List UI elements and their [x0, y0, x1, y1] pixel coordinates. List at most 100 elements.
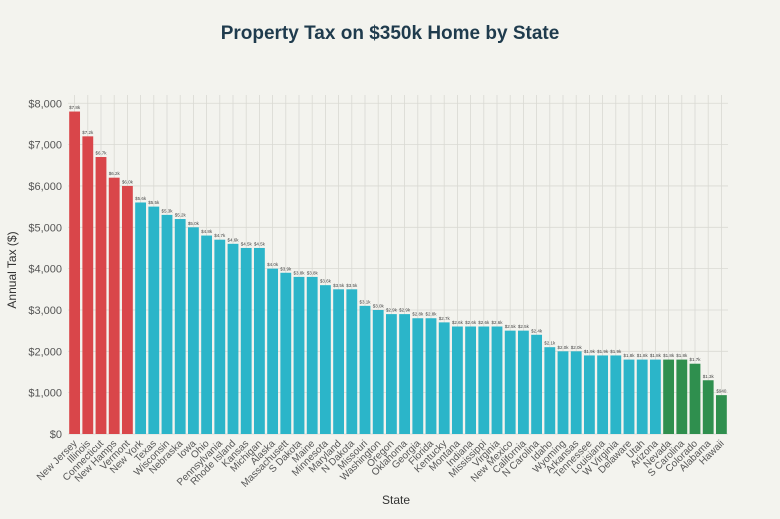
- y-tick-label: $3,000: [28, 305, 62, 317]
- y-tick-label: $8,000: [28, 98, 62, 110]
- data-label: $6.0k: [122, 179, 134, 184]
- bar: [280, 272, 292, 434]
- bars: [69, 111, 727, 434]
- data-label: $1.8k: [676, 353, 688, 358]
- bar: [82, 136, 94, 434]
- data-label: $1.3k: [703, 374, 715, 379]
- bar: [121, 185, 133, 434]
- data-label: $7.2k: [82, 130, 94, 135]
- data-label: $3.5k: [333, 283, 345, 288]
- bar: [214, 239, 226, 434]
- bar: [293, 276, 305, 434]
- bar: [517, 330, 529, 434]
- bar: [346, 289, 358, 434]
- data-labels: $7.8k $7.2k $6.7k $6.2k$6.0k $5.6k$5.5k$5.3k…: [69, 105, 727, 394]
- bar: [478, 326, 490, 434]
- data-label: $4.5k: [241, 241, 253, 246]
- data-label: $2.9k: [386, 308, 398, 313]
- chart-title: Property Tax on $350k Home by State: [221, 23, 560, 44]
- x-axis-label: State: [382, 493, 410, 507]
- bar: [689, 363, 701, 434]
- y-axis-label: Annual Tax ($): [5, 231, 19, 308]
- bar: [702, 380, 714, 434]
- data-label: $5.3k: [161, 208, 173, 213]
- data-label: $2.1k: [544, 341, 556, 346]
- data-label: $5.6k: [135, 196, 147, 201]
- bar: [451, 326, 463, 434]
- bar: [557, 351, 569, 434]
- y-axis-ticks: $0 $1,000 $2,000 $3,000 $4,000 $5,000 $6,000 $7…: [28, 98, 62, 441]
- bar: [201, 235, 213, 434]
- data-label: $1.8k: [650, 353, 662, 358]
- y-tick-label: $6,000: [28, 181, 62, 193]
- bar: [306, 276, 318, 434]
- bar: [676, 359, 688, 434]
- data-label: $1.8k: [663, 353, 675, 358]
- data-label: $1.8k: [623, 353, 635, 358]
- data-label: $5.5k: [148, 200, 160, 205]
- data-label: $4.6k: [227, 237, 239, 242]
- bar: [623, 359, 635, 434]
- bar: [531, 334, 543, 434]
- bar: [491, 326, 503, 434]
- data-label: $2.5k: [505, 324, 517, 329]
- y-tick-label: $0: [50, 429, 62, 441]
- bar: [649, 359, 661, 434]
- bar: [438, 322, 450, 434]
- y-tick-label: $5,000: [28, 222, 62, 234]
- data-label: $4.7k: [214, 233, 226, 238]
- data-label: $3.8k: [293, 270, 305, 275]
- data-label: $7.8k: [69, 105, 81, 110]
- data-label: $2.8k: [425, 312, 437, 317]
- data-label: $2.5k: [518, 324, 530, 329]
- data-label: $1.9k: [584, 349, 596, 354]
- bar: [240, 247, 252, 434]
- data-label: $3.0k: [373, 303, 385, 308]
- y-tick-label: $1,000: [28, 388, 62, 400]
- data-label: $5.2k: [175, 213, 187, 218]
- y-tick-label: $4,000: [28, 264, 62, 276]
- bar: [663, 359, 675, 434]
- bar: [465, 326, 477, 434]
- data-label: $3.1k: [359, 299, 371, 304]
- data-label: $4.8k: [201, 229, 213, 234]
- data-label: $6.2k: [109, 171, 121, 176]
- data-label: $3.8k: [307, 270, 319, 275]
- data-label: $2.4k: [531, 328, 543, 333]
- bar: [372, 309, 384, 434]
- bar: [399, 314, 411, 434]
- data-label: $4.5k: [254, 241, 266, 246]
- bar: [187, 227, 199, 434]
- data-label: $2.7k: [439, 316, 451, 321]
- data-label: $2.0k: [571, 345, 583, 350]
- bar: [253, 247, 265, 434]
- bar: [597, 355, 609, 434]
- bar: [636, 359, 648, 434]
- bar: [570, 351, 582, 434]
- bar: [148, 206, 160, 434]
- y-tick-label: $7,000: [28, 140, 62, 152]
- bar: [385, 314, 397, 434]
- bar: [135, 202, 147, 434]
- data-label: $1.9k: [610, 349, 622, 354]
- bar: [359, 305, 371, 434]
- data-label: $4.0k: [267, 262, 279, 267]
- data-label: $5.0k: [188, 221, 200, 226]
- bar: [267, 268, 279, 434]
- bar: [544, 347, 556, 434]
- data-label: $3.9k: [280, 266, 292, 271]
- data-label: $1.8k: [637, 353, 649, 358]
- data-label: $2.9k: [399, 308, 411, 313]
- data-label: $2.0k: [557, 345, 569, 350]
- bar: [108, 177, 120, 434]
- data-label: $6.7k: [95, 151, 107, 156]
- data-label: $3.5k: [346, 283, 358, 288]
- bar: [161, 214, 173, 434]
- bar: [95, 157, 107, 434]
- data-label: $1.9k: [597, 349, 609, 354]
- data-label: $940: [716, 389, 727, 394]
- bar: [174, 219, 186, 434]
- data-label: $2.6k: [465, 320, 477, 325]
